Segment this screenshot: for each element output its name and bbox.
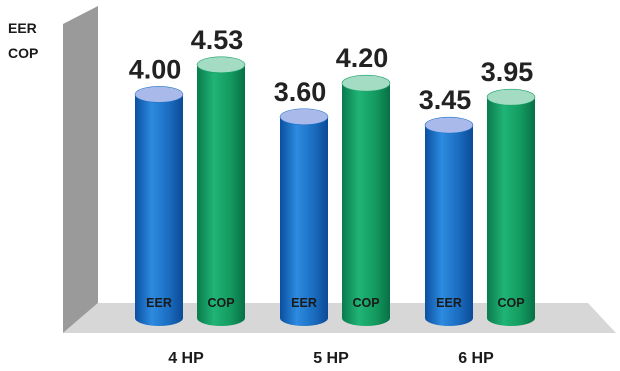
category-label-2: 5 HP <box>313 350 349 367</box>
bar-cop-1 <box>197 64 245 326</box>
legend-eer-label: EER <box>8 20 37 36</box>
bars-layer <box>134 56 536 327</box>
value-label-eer-1: 4.00 <box>129 54 182 84</box>
value-label-cop-3: 3.95 <box>481 57 534 87</box>
value-label-eer-2: 3.60 <box>274 77 327 107</box>
bar-eer-3 <box>425 125 473 327</box>
bar-series-label-cop-2: COP <box>352 296 379 310</box>
axis-wall <box>63 6 98 333</box>
bar-cap-cop-1 <box>196 56 246 74</box>
bar-cap-cop-3 <box>486 88 536 106</box>
category-label-1: 4 HP <box>168 350 204 367</box>
bar-cap-eer-3 <box>424 116 474 134</box>
bar-series-label-eer-3: EER <box>436 296 462 310</box>
bar-series-label-cop-3: COP <box>497 296 524 310</box>
bar-eer-1 <box>135 94 183 327</box>
value-label-cop-2: 4.20 <box>336 43 389 73</box>
category-label-3: 6 HP <box>458 350 494 367</box>
bar-series-label-cop-1: COP <box>207 296 234 310</box>
bar-cop-2 <box>342 83 390 326</box>
bar-cap-eer-2 <box>279 108 329 126</box>
value-label-eer-3: 3.45 <box>419 85 472 115</box>
bar-cop-3 <box>487 97 535 326</box>
value-label-cop-1: 4.53 <box>191 25 244 55</box>
bar-cap-eer-1 <box>134 86 184 103</box>
legend-cop-label: COP <box>8 45 39 61</box>
bar-series-label-eer-2: EER <box>291 296 317 310</box>
bar-cap-cop-2 <box>341 74 391 92</box>
labels-layer: 4.00 EER 4.53 COP 4 HP 3.60 EER 4.20 COP 5 HP 3.45… <box>129 25 534 367</box>
bar-series-label-eer-1: EER <box>146 296 172 310</box>
bar-eer-2 <box>280 116 328 326</box>
